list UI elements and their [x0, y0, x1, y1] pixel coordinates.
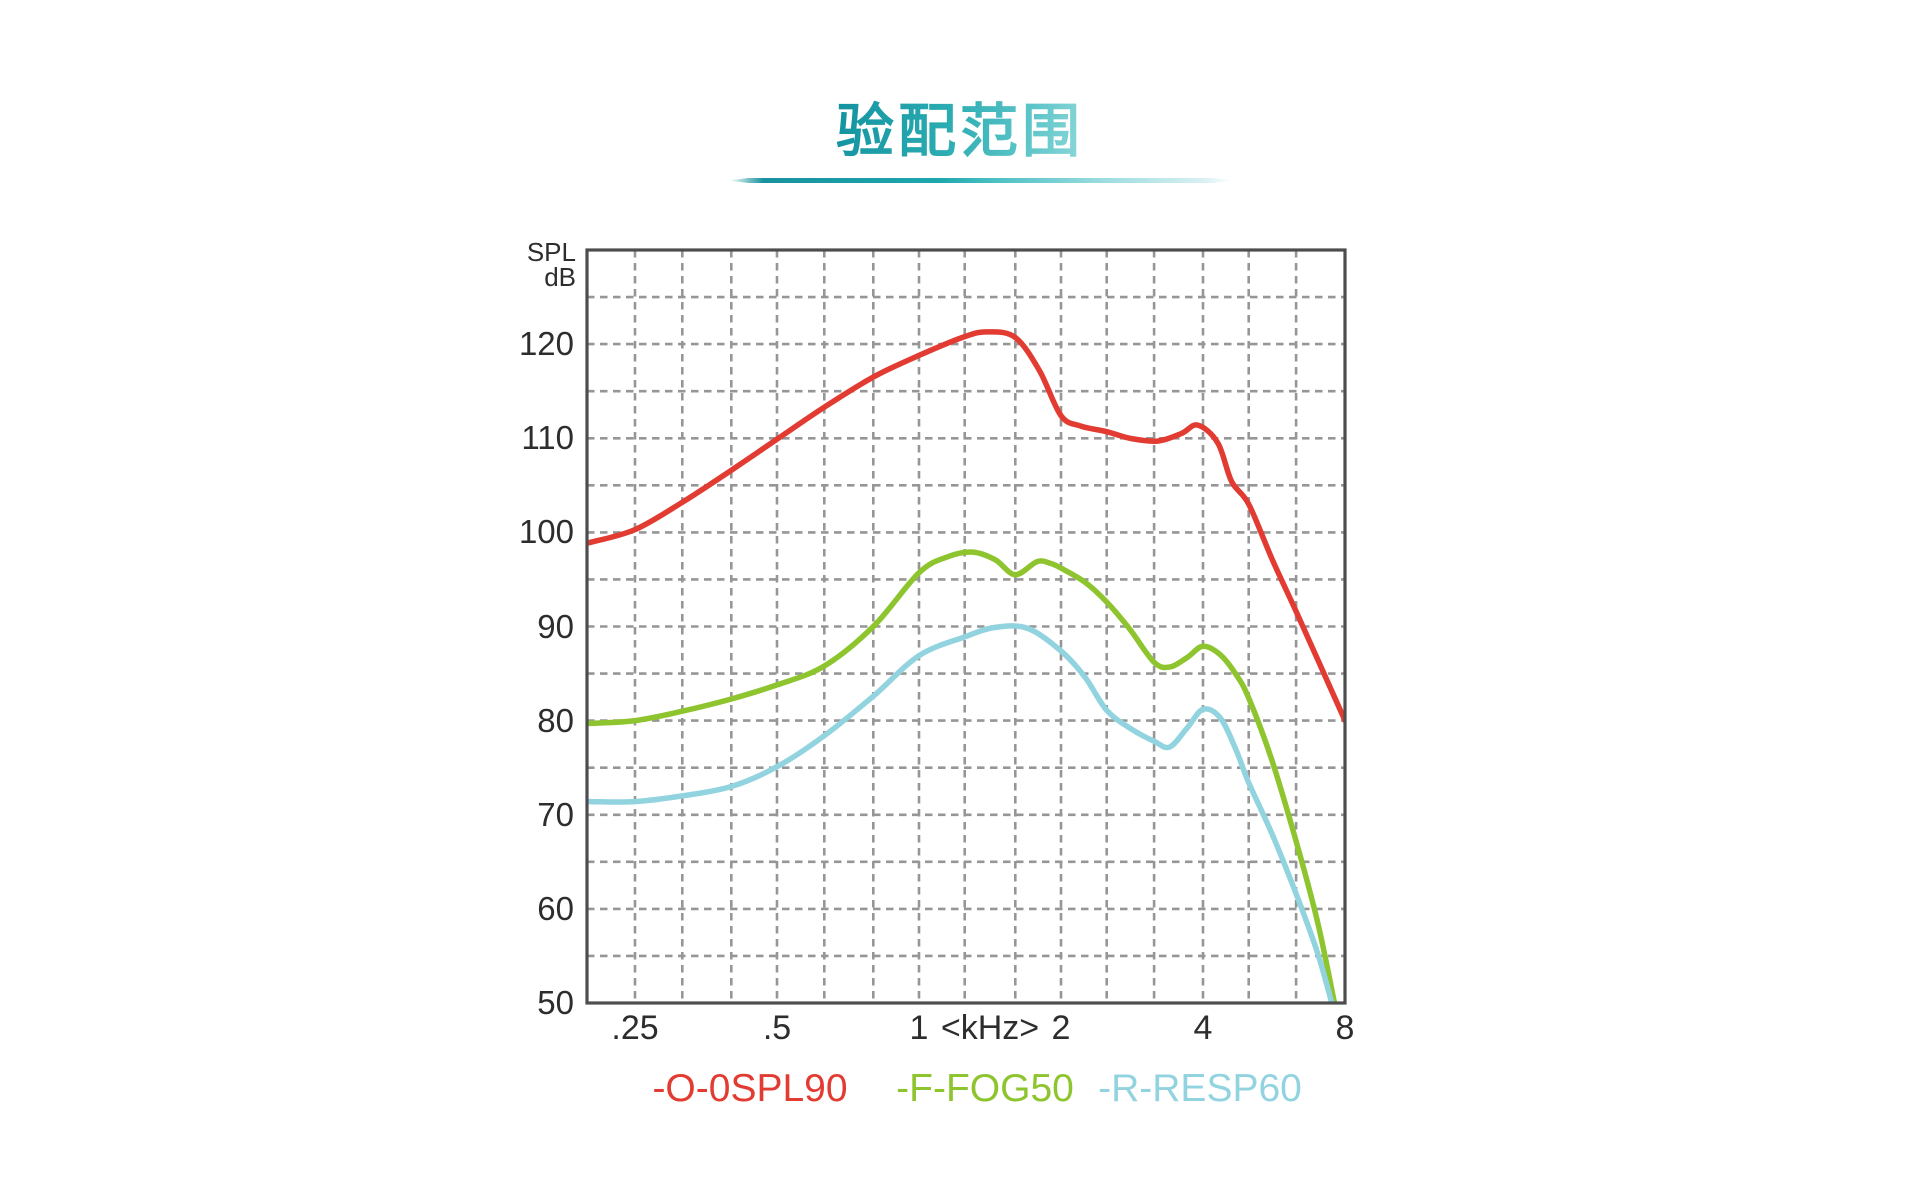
series-curve--f-fog50: [588, 549, 1338, 1002]
title-underline-decoration: [728, 178, 1234, 183]
x-axis-tick-label: 2: [1051, 1009, 1071, 1047]
y-axis-unit-db: dB: [544, 262, 576, 292]
y-axis-tick-label: 90: [537, 607, 574, 645]
legend-item--f-fog50: -F-FOG50: [896, 1067, 1074, 1110]
x-axis-tick-label: 4: [1193, 1009, 1213, 1047]
y-axis-tick-label: 70: [537, 795, 574, 833]
grid-horizontal-lines: [587, 295, 1345, 958]
y-axis-tick-label: 50: [537, 984, 574, 1021]
fitting-range-chart: [585, 248, 1347, 1005]
y-axis-tick-label: 100: [518, 513, 574, 551]
legend-item--r-resp60: -R-RESP60: [1098, 1067, 1302, 1110]
y-axis-unit-label: SPL dB: [526, 237, 576, 292]
y-axis-tick-label: 80: [537, 701, 574, 739]
y-axis-tick-label: 120: [518, 325, 574, 363]
series-curve--r-resp60: [588, 623, 1335, 1002]
y-axis-tick-label: 110: [521, 419, 574, 457]
x-axis-unit-label: <kHz>: [940, 1009, 1040, 1047]
page-title: 验配范围: [836, 84, 1084, 168]
x-axis-tick-label: .25: [611, 1009, 659, 1047]
plot-border: [585, 248, 1347, 1005]
x-axis-tick-label: .5: [762, 1009, 792, 1047]
y-axis-tick-label: 60: [537, 889, 574, 927]
x-axis-tick-label: 8: [1335, 1009, 1355, 1047]
legend-item--o-0spl90: -O-0SPL90: [652, 1067, 848, 1110]
chart-legend: -O-0SPL90 -F-FOG50 -R-RESP60: [0, 1068, 1920, 1112]
x-axis-tick-label: 1: [909, 1009, 929, 1047]
series-curve--o-0spl90: [588, 329, 1344, 724]
y-axis-unit-spl: SPL: [526, 237, 576, 267]
